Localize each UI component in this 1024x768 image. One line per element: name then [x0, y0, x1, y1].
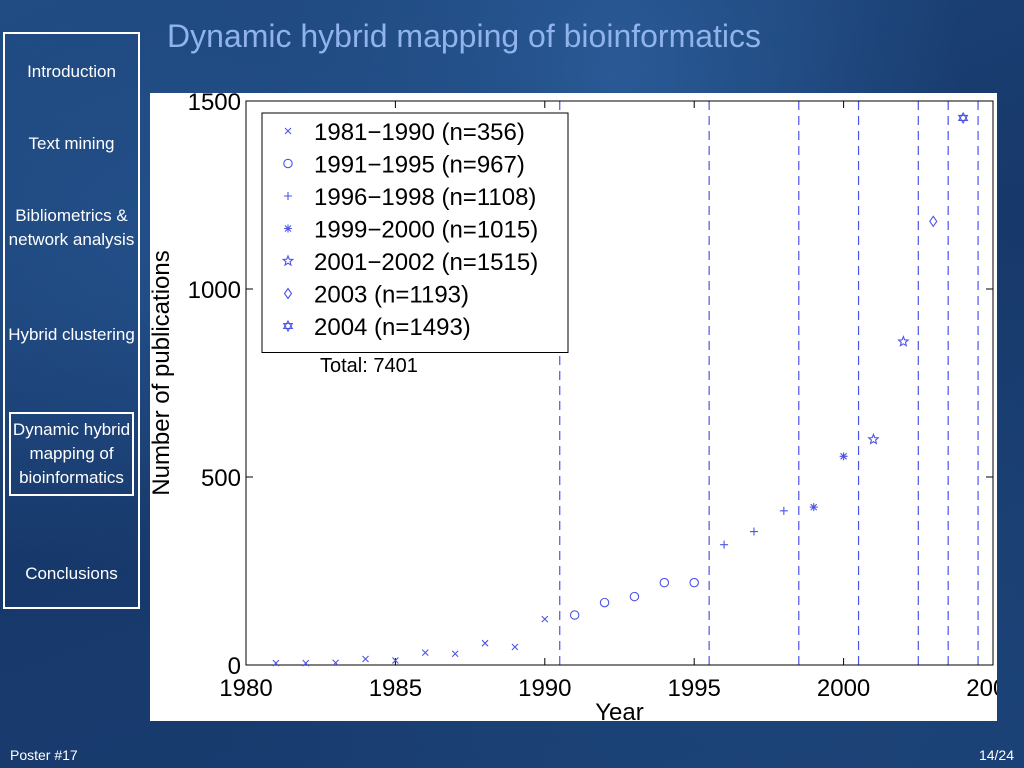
slide-counter: 14/24 [978, 747, 1014, 763]
x-tick-label: 1995 [668, 675, 721, 702]
legend-marker [283, 287, 293, 300]
data-point-series-2 [689, 577, 699, 588]
y-axis-label: Number of publications [150, 250, 175, 495]
data-point-series-2 [569, 610, 580, 620]
data-point-series-2 [629, 591, 640, 602]
y-tick-label: 0 [228, 653, 241, 680]
data-point-series-6 [929, 215, 938, 228]
nav-item-conclusions[interactable]: Conclusions [25, 564, 118, 583]
data-point-series-1 [302, 659, 310, 667]
page-title: Dynamic hybrid mapping of bioinformatics [167, 18, 762, 54]
y-tick-label: 1500 [188, 93, 241, 116]
data-point-series-1 [451, 650, 459, 658]
legend-label: 2001−2002 (n=1515) [314, 249, 538, 276]
legend-marker [282, 319, 294, 333]
data-point-series-1 [511, 643, 519, 651]
legend-label: 1996−1998 (n=1108) [314, 184, 536, 211]
data-point-series-1 [392, 657, 399, 664]
x-tick-label: 1985 [369, 675, 422, 702]
data-point-series-2 [599, 597, 610, 608]
legend-box [261, 112, 569, 353]
legend-marker [284, 192, 292, 200]
y-tick-label: 500 [201, 465, 241, 492]
nav-item-text-mining[interactable]: Text mining [28, 134, 115, 153]
data-point-series-1 [421, 649, 429, 656]
legend-label: 2004 (n=1493) [314, 314, 471, 341]
legend-marker [284, 224, 292, 233]
nav-item-introduction[interactable]: Introduction [27, 62, 116, 81]
nav-item-dynamic-hybrid-mapping[interactable]: Dynamic hybrid mapping of bioinformatics [9, 412, 134, 496]
data-point-series-1 [272, 659, 280, 667]
data-point-series-7 [957, 111, 969, 125]
data-point-series-3 [779, 506, 788, 515]
legend-marker [284, 127, 292, 135]
data-point-series-1 [541, 615, 549, 623]
plot-frame [245, 100, 994, 666]
x-tick-label: 2000 [817, 675, 870, 702]
side-navigation: Introduction Text mining Bibliometrics &… [3, 32, 140, 609]
data-point-series-1 [362, 655, 369, 663]
legend-marker [283, 158, 293, 169]
data-point-series-4 [809, 503, 818, 512]
legend-label: 2003 (n=1193) [314, 282, 469, 309]
data-point-series-5 [897, 335, 910, 347]
data-point-series-4 [839, 452, 848, 461]
y-tick-label: 1000 [188, 277, 241, 304]
x-tick-label: 1990 [518, 675, 571, 702]
poster-number: Poster #17 [10, 747, 78, 763]
nav-item-bibliometrics[interactable]: Bibliometrics & network analysis [8, 206, 135, 249]
x-axis-label: Year [595, 699, 644, 721]
legend-label: 1999−2000 (n=1015) [314, 217, 538, 244]
legend-marker [281, 254, 295, 267]
data-point-series-1 [481, 639, 489, 647]
data-point-series-1 [332, 659, 340, 667]
legend-label: 1981−1990 (n=356) [314, 119, 525, 146]
x-tick-label: 1980 [219, 675, 272, 702]
legend-label: 1991−1995 (n=967) [314, 152, 525, 179]
total-annotation: Total: 7401 [320, 355, 418, 377]
data-point-series-2 [659, 577, 670, 588]
data-point-series-3 [720, 540, 729, 549]
data-point-series-5 [867, 432, 880, 445]
data-point-series-3 [749, 527, 758, 536]
nav-item-hybrid-clustering[interactable]: Hybrid clustering [8, 325, 135, 344]
